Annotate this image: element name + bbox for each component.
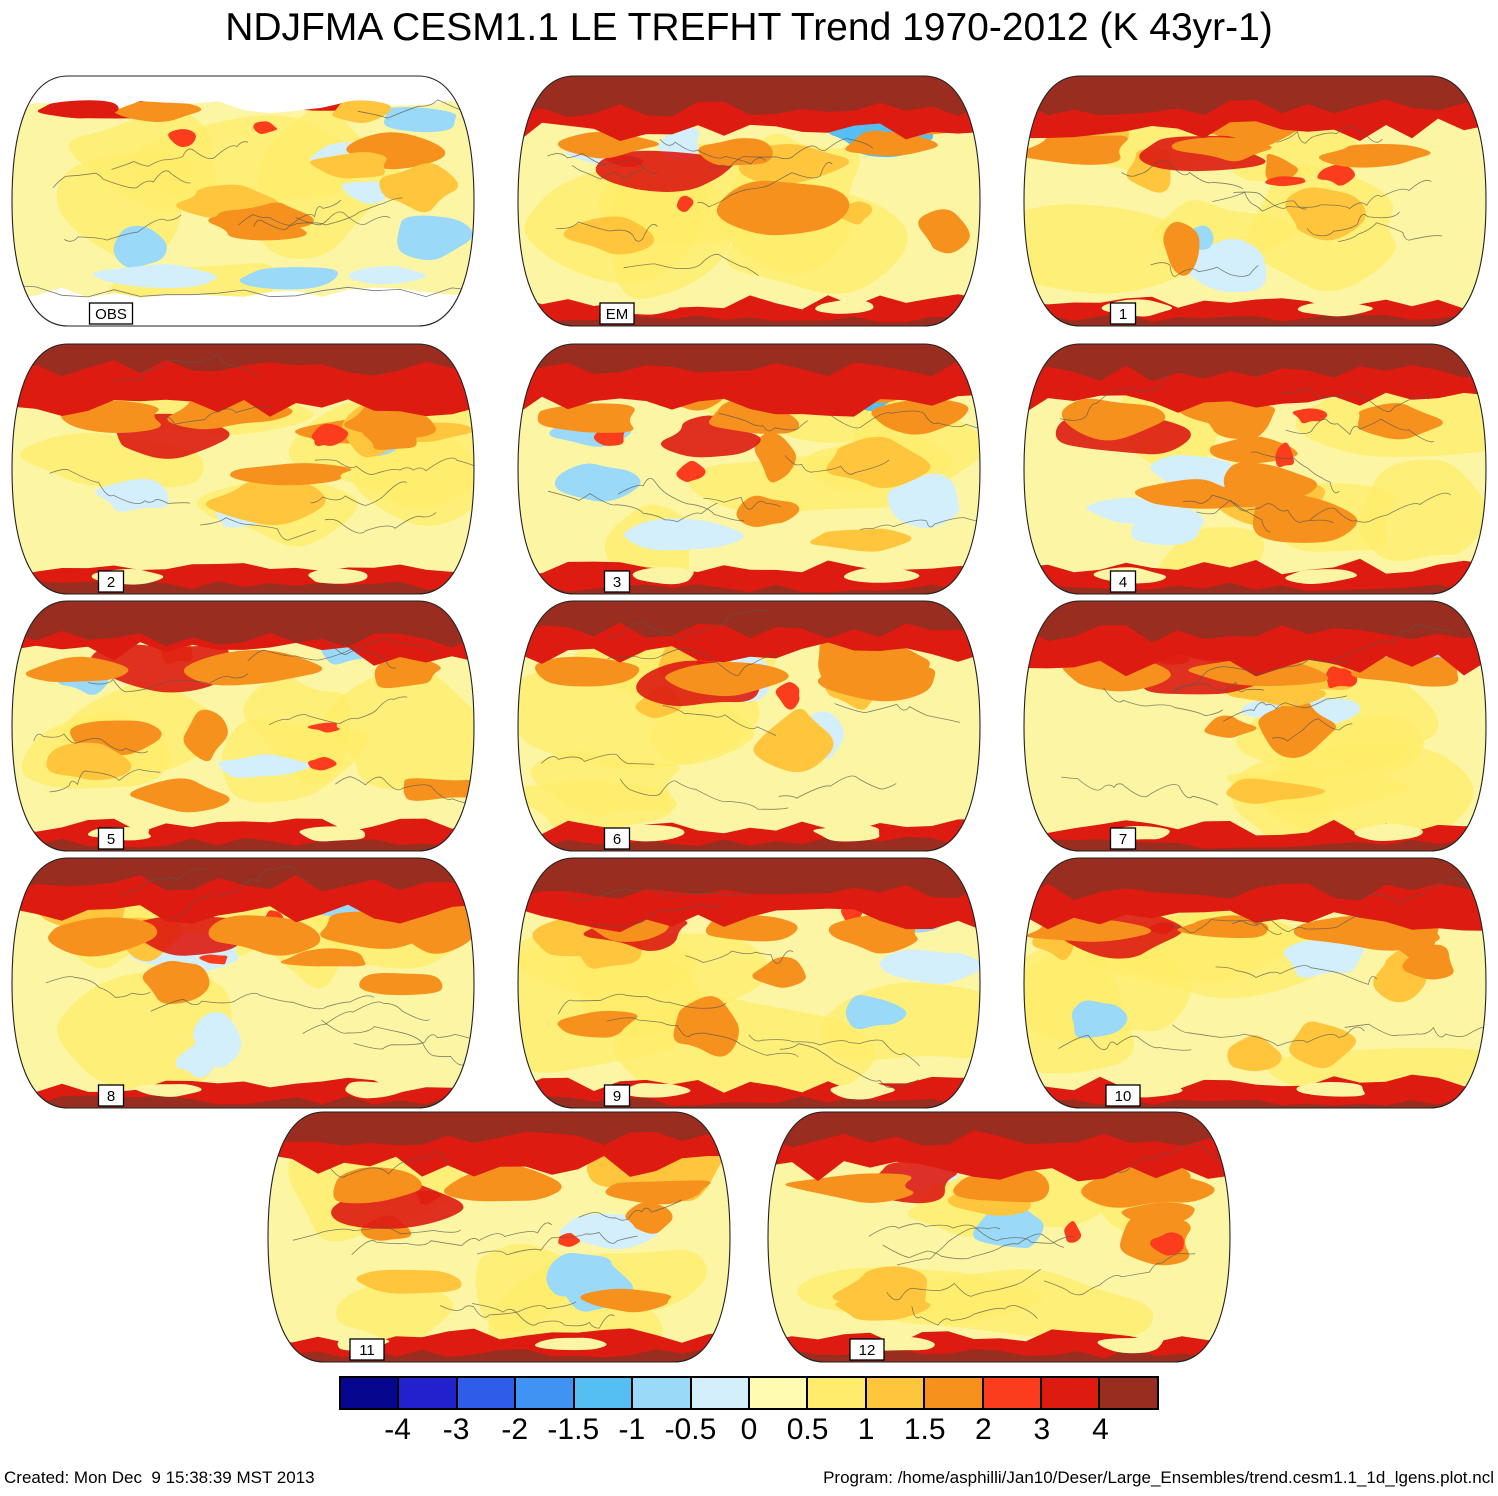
world-map: 1 [1023,75,1487,327]
map-panel-9: 9 [514,852,984,1114]
colorbar: -4 -3 -2 -1.5 -1 -0.5 0 0.5 1 1.5 2 3 4 [339,1376,1159,1453]
colorbar-cell [1042,1378,1101,1408]
map-panel-3: 3 [514,338,984,600]
world-map: 6 [517,600,981,852]
colorbar-cell [633,1378,692,1408]
colorbar-tick-label: -1 [618,1413,646,1446]
footer: Created: Mon Dec 9 15:38:39 MST 2013 Pro… [4,1468,1494,1488]
panel-label: 2 [97,570,125,593]
panel-label-text: 7 [1119,831,1127,848]
colorbar-tick-label: 1 [857,1413,875,1446]
panel-label-text: 11 [359,1342,375,1359]
world-map: 9 [517,857,981,1109]
panel-label-text: 9 [613,1088,621,1105]
world-map: 10 [1023,857,1487,1109]
map-panel-6: 6 [514,595,984,857]
colorbar-cell [691,1378,750,1408]
panel-label: 10 [1105,1084,1141,1107]
world-map: 5 [11,600,475,852]
panel-label-text: 4 [1119,574,1127,591]
colorbar-cell [516,1378,575,1408]
map-panel-11: 11 [264,1106,734,1368]
panel-label: 9 [603,1084,631,1107]
created-timestamp: Created: Mon Dec 9 15:38:39 MST 2013 [4,1468,315,1487]
panel-label-text: 2 [107,574,115,591]
panel-label-text: 5 [107,831,115,848]
panel-label-text: 6 [613,831,621,848]
colorbar-cell [749,1378,809,1408]
map-panel-10: 10 [1020,852,1490,1114]
colorbar-tick-label: -4 [384,1413,411,1446]
panel-label-text: OBS [95,306,127,323]
panel-label: 3 [603,570,631,593]
colorbar-cell [574,1378,634,1408]
colorbar-tick-label: -3 [442,1413,470,1446]
colorbar-cell [399,1378,458,1408]
colorbar-cell [983,1378,1043,1408]
map-panel-OBS: OBS [8,70,478,332]
panel-label: 6 [603,827,631,850]
world-map: 2 [11,343,475,595]
colorbar-tick-label: 0 [740,1413,758,1446]
panel-label: 8 [97,1084,125,1107]
map-panel-12: 12 [764,1106,1234,1368]
map-panel-EM: EM [514,70,984,332]
panel-label: OBS [88,302,134,325]
colorbar-tick-label: 3 [1033,1413,1051,1446]
panel-label: 4 [1109,570,1137,593]
colorbar-tick-label: -0.5 [664,1413,717,1446]
colorbar-cell [341,1378,400,1408]
map-panel-1: 1 [1020,70,1490,332]
panel-label-text: 8 [107,1088,115,1105]
panel-label-text: 1 [1119,306,1127,323]
world-map: OBS [11,75,475,327]
panel-label: 7 [1109,827,1137,850]
colorbar-tick-label: -2 [501,1413,529,1446]
colorbar-cell [925,1378,984,1408]
colorbar-tick-label: 1.5 [903,1413,946,1446]
panel-label: 5 [97,827,125,850]
panel-label-text: 10 [1115,1088,1132,1105]
panel-label-text: 12 [859,1342,876,1359]
panel-label-text: EM [606,306,629,323]
map-panel-5: 5 [8,595,478,857]
colorbar-strip [339,1376,1159,1410]
world-map: 3 [517,343,981,595]
colorbar-cell [808,1378,867,1408]
figure-title: NDJFMA CESM1.1 LE TREFHT Trend 1970-2012… [225,6,1273,49]
colorbar-tick-labels: -4 -3 -2 -1.5 -1 -0.5 0 0.5 1 1.5 2 3 4 [339,1413,1159,1453]
map-panel-2: 2 [8,338,478,600]
world-map: 8 [11,857,475,1109]
colorbar-cell [457,1378,517,1408]
world-map: 12 [767,1111,1231,1363]
panel-label: 11 [349,1338,385,1361]
map-panel-4: 4 [1020,338,1490,600]
world-map: 4 [1023,343,1487,595]
world-map: EM [517,75,981,327]
map-panel-8: 8 [8,852,478,1114]
world-map: 7 [1023,600,1487,852]
colorbar-tick-label: 4 [1092,1413,1109,1446]
panel-label-text: 3 [613,574,621,591]
program-path: Program: /home/asphilli/Jan10/Deser/Larg… [823,1468,1494,1487]
colorbar-tick-label: 2 [974,1413,992,1446]
world-map: 11 [267,1111,731,1363]
colorbar-tick-label: 0.5 [786,1413,829,1446]
colorbar-cell [1100,1378,1157,1408]
panel-label: 1 [1109,302,1137,325]
colorbar-tick-label: -1.5 [547,1413,600,1446]
panel-label: EM [599,302,635,325]
panel-label: 12 [849,1338,885,1361]
map-panel-7: 7 [1020,595,1490,857]
colorbar-cell [866,1378,926,1408]
